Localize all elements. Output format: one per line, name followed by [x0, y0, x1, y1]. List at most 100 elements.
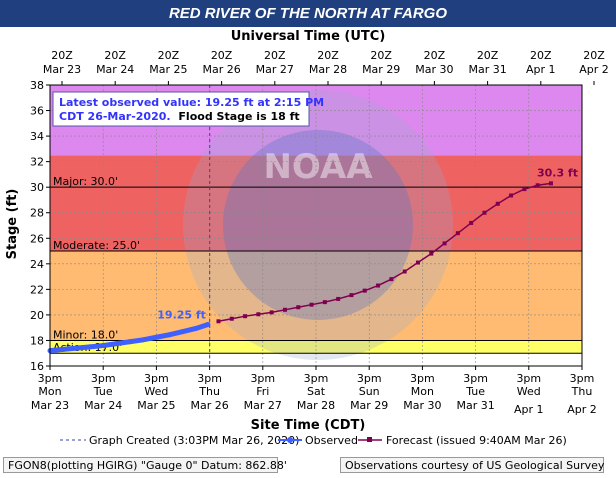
forecast-point — [376, 283, 381, 288]
x-tick-date: Mar 29 — [350, 399, 388, 412]
info-box-frame — [52, 91, 310, 127]
forecast-point — [482, 210, 487, 215]
x-tick-day: Tue — [93, 385, 113, 398]
datum-footer: FGON8(plotting HGIRG) "Gauge 0" Datum: 8… — [3, 457, 287, 473]
x-tick-date: Mar 24 — [84, 399, 122, 412]
x-tick-date: Mar 25 — [137, 399, 175, 412]
x-tick-time: 3pm — [410, 372, 435, 385]
info-line-1: Latest observed value: 19.25 ft at 2:15 … — [59, 96, 324, 109]
y-tick-label: 18 — [30, 334, 44, 347]
forecast-point — [389, 277, 394, 282]
forecast-point — [216, 319, 221, 324]
x-tick-time: 3pm — [91, 372, 116, 385]
observed-point — [193, 325, 199, 331]
x-tick-time: 3pm — [38, 372, 63, 385]
top-tick-date: Apr 1 — [526, 63, 556, 76]
top-tick-date: Mar 24 — [96, 63, 134, 76]
top-tick-date: Mar 31 — [468, 63, 506, 76]
top-tick-date: Apr 2 — [579, 63, 609, 76]
top-tick-time: 20Z — [317, 49, 339, 62]
forecast-point — [548, 181, 553, 186]
observed-point — [153, 334, 159, 340]
legend-forecast: Forecast (issued 9:40AM Mar 26) — [386, 434, 567, 447]
forecast-point — [535, 183, 540, 188]
top-axis-title: Universal Time (UTC) — [231, 29, 386, 44]
top-tick-date: Mar 30 — [415, 63, 453, 76]
observed-point — [205, 321, 211, 327]
x-tick-day: Mon — [411, 385, 434, 398]
x-tick-date: Mar 31 — [456, 399, 494, 412]
legend-graph-created: Graph Created (3:03PM Mar 26, 2020) — [89, 434, 299, 447]
x-tick-date: Mar 30 — [403, 399, 441, 412]
x-tick-time: 3pm — [144, 372, 169, 385]
x-tick-day: Thu — [198, 385, 220, 398]
x-tick-day: Sun — [359, 385, 380, 398]
y-axis-title: Stage (ft) — [5, 189, 20, 260]
credit-footer: Observations courtesy of US Geological S… — [340, 457, 604, 473]
category-label-major: Major: 30.0' — [53, 175, 118, 188]
noaa-seal-outer — [183, 90, 453, 360]
x-tick-date: Mar 28 — [297, 399, 335, 412]
forecast-series: 30.3 ft — [216, 166, 578, 324]
x-tick-day: Wed — [517, 385, 541, 398]
info-line-2-prefix: CDT 26-Mar-2020. — [59, 110, 171, 123]
x-tick-time: 3pm — [357, 372, 382, 385]
top-tick-date: Mar 29 — [362, 63, 400, 76]
top-tick-time: 20Z — [104, 49, 126, 62]
noaa-seal-inner — [223, 130, 413, 320]
top-tick-time: 20Z — [158, 49, 180, 62]
band-below-action — [50, 353, 582, 366]
observed-last-label: 19.25 ft — [157, 308, 206, 321]
forecast-line — [218, 182, 552, 323]
observed-point — [60, 346, 66, 352]
x-tick-date: Apr 2 — [567, 403, 597, 416]
top-tick-date: Mar 23 — [43, 63, 81, 76]
observed-point — [114, 341, 119, 347]
x-tick-date: Mar 27 — [244, 399, 282, 412]
legend-forecast-marker — [367, 437, 372, 442]
forecast-point — [362, 288, 367, 293]
forecast-point — [402, 269, 407, 274]
x-tick-time: 3pm — [463, 372, 488, 385]
y-tick-label: 16 — [30, 360, 44, 373]
forecast-point — [455, 231, 460, 236]
watermark-text: NOAA — [263, 147, 373, 187]
y-tick-label: 26 — [30, 232, 44, 245]
y-tick-label: 34 — [30, 130, 44, 143]
category-label-minor: Minor: 18.0' — [53, 328, 118, 341]
top-tick-time: 20Z — [264, 49, 286, 62]
observed-point — [140, 337, 146, 343]
legend-observed-marker — [287, 437, 293, 443]
top-tick-time: 20Z — [211, 49, 233, 62]
category-label-moderate: Moderate: 25.0' — [53, 239, 140, 252]
x-tick-day: Tue — [465, 385, 485, 398]
x-tick-day: Thu — [571, 385, 593, 398]
x-tick-time: 3pm — [250, 372, 275, 385]
x-tick-date: Mar 26 — [190, 399, 228, 412]
top-tick-time: 20Z — [530, 49, 552, 62]
legend: Graph Created (3:03PM Mar 26, 2020) Obse… — [60, 434, 567, 447]
forecast-point — [322, 300, 327, 305]
x-tick-time: 3pm — [570, 372, 595, 385]
x-tick-day: Fri — [256, 385, 269, 398]
info-line-2: CDT 26-Mar-2020. Flood Stage is 18 ft — [59, 110, 300, 123]
top-tick-time: 20Z — [51, 49, 73, 62]
observed-point — [100, 343, 106, 349]
y-tick-label: 36 — [30, 105, 44, 118]
top-tick-date: Mar 25 — [149, 63, 187, 76]
y-tick-label: 28 — [30, 207, 44, 220]
forecast-point — [309, 302, 314, 307]
top-tick-date: Mar 28 — [309, 63, 347, 76]
y-tick-label: 32 — [30, 156, 44, 169]
y-tick-label: 20 — [30, 309, 44, 322]
forecast-point — [336, 296, 341, 301]
x-tick-day: Mon — [38, 385, 61, 398]
x-tick-day: Wed — [144, 385, 168, 398]
observed-point — [127, 339, 133, 345]
x-tick-day: Sat — [307, 385, 326, 398]
forecast-point — [256, 312, 261, 317]
observed-point — [167, 332, 173, 338]
top-tick-time: 20Z — [370, 49, 392, 62]
